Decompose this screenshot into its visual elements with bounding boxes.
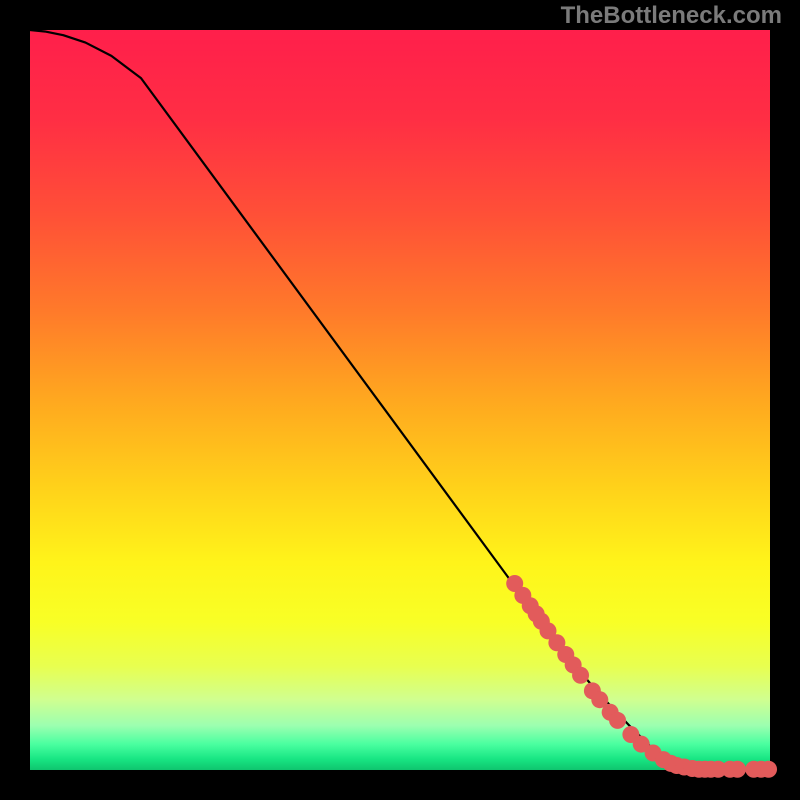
plot-background — [30, 30, 770, 770]
data-marker — [572, 667, 589, 684]
data-marker — [729, 761, 746, 778]
data-marker — [609, 712, 626, 729]
watermark-text: TheBottleneck.com — [561, 2, 782, 30]
data-marker — [760, 761, 777, 778]
bottleneck-chart — [0, 0, 800, 800]
